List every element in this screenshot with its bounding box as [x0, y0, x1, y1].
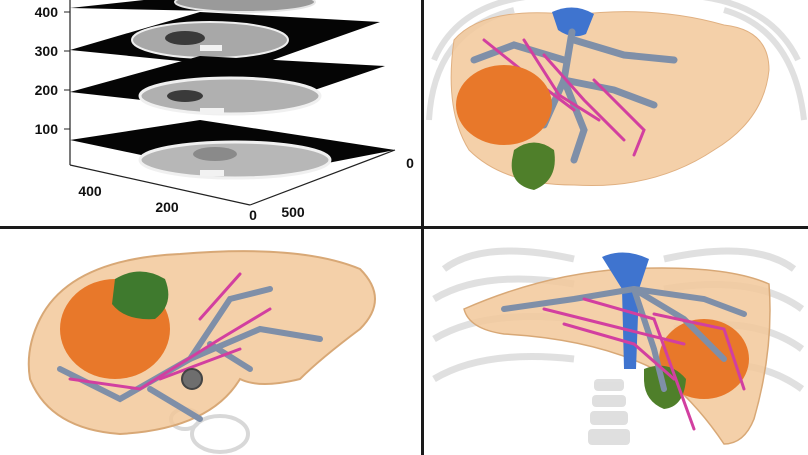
vena-cava	[552, 7, 594, 37]
x-axis-line	[249, 149, 396, 206]
y-axis-line	[69, 164, 251, 206]
liver-render-top	[27, 250, 376, 454]
y-tick-label: 0	[249, 207, 257, 223]
z-tick-label: 100	[35, 121, 59, 137]
z-tick-label: 200	[35, 82, 59, 98]
liver-render-top-panel	[0, 229, 421, 455]
y-tick-label: 400	[78, 183, 102, 199]
ct-slice-4	[70, 120, 395, 180]
hepatic-artery-tree	[542, 297, 746, 431]
liver-render-ribcage	[432, 247, 805, 445]
tumor-orange	[456, 65, 552, 145]
panel-divider-horizontal	[0, 226, 808, 229]
liver-render-front-panel	[424, 0, 808, 226]
hepatic-artery-tree	[68, 272, 272, 391]
ct-slice-1	[70, 0, 316, 13]
z-tick-label: 300	[35, 43, 59, 59]
tumor-green	[112, 271, 169, 320]
x-tick-label: 0	[406, 155, 414, 171]
ct-slice-stack-panel: 400 300 200 100 400 200 0 500 0	[0, 0, 421, 226]
tumor-green	[511, 142, 555, 190]
spine	[588, 379, 630, 445]
rib-cage	[432, 247, 805, 392]
y-tick-label: 200	[155, 199, 179, 215]
vena-cava-section	[181, 368, 203, 390]
liver-render-front	[426, 0, 807, 190]
liver-render-ribcage-panel	[424, 229, 808, 455]
ct-slice-3	[70, 56, 385, 116]
x-tick-label: 500	[281, 204, 305, 220]
z-tick-label: 400	[35, 4, 59, 20]
ct-slice-stack-plot: 400 300 200 100 400 200 0 500 0	[35, 0, 414, 223]
